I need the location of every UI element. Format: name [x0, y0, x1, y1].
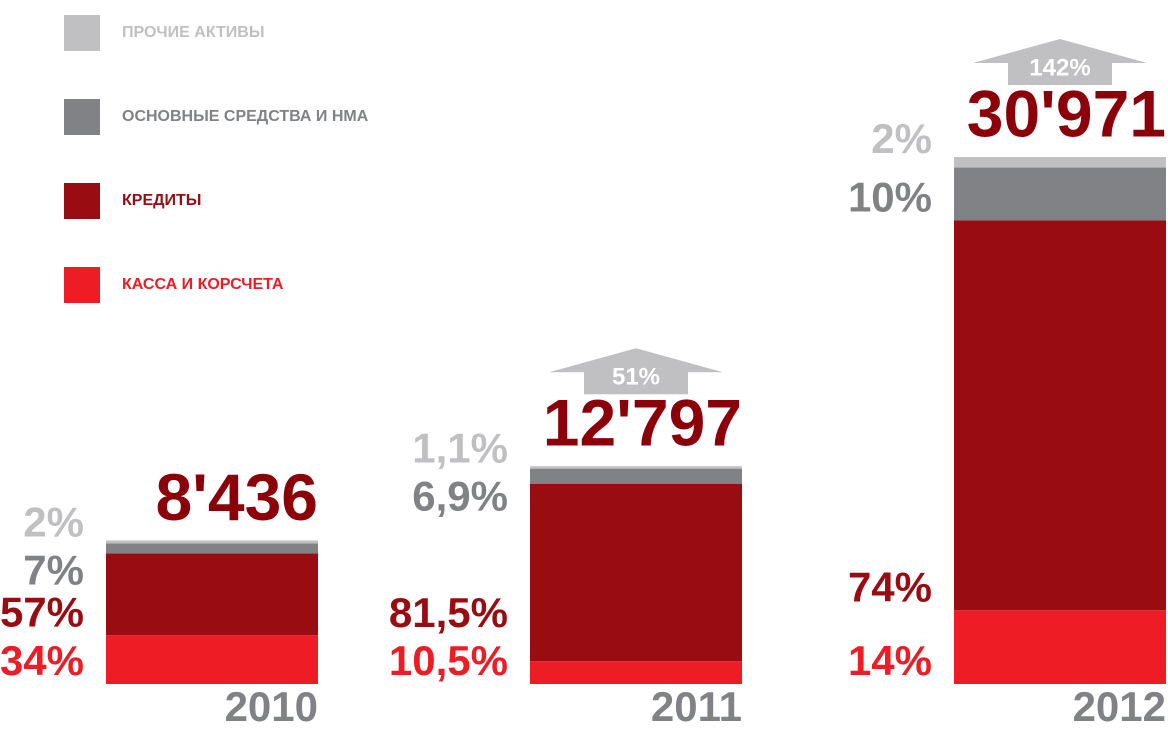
- value-label: 10,5%: [389, 637, 508, 684]
- value-label: 81,5%: [389, 589, 508, 636]
- value-label: 2%: [871, 115, 932, 162]
- bar-segment: [106, 540, 318, 544]
- bar-segment: [106, 635, 318, 684]
- value-label: 74%: [848, 563, 932, 610]
- growth-label: 51%: [612, 364, 660, 391]
- bar-segment: [530, 483, 742, 662]
- legend-swatch: [64, 183, 100, 219]
- value-label: 2%: [23, 499, 84, 546]
- bar-segment: [954, 220, 1166, 611]
- value-label: 1,1%: [412, 424, 508, 471]
- bar-segment: [954, 610, 1166, 684]
- bar-segment: [954, 167, 1166, 221]
- bar-segment: [530, 466, 742, 469]
- x-tick-label: 2011: [651, 683, 742, 730]
- bar-segment: [106, 553, 318, 636]
- value-label: 34%: [0, 637, 84, 684]
- total-label: 8'436: [155, 460, 318, 534]
- total-label: 30'971: [967, 76, 1166, 150]
- value-label: 14%: [848, 637, 932, 684]
- legend-swatch: [64, 267, 100, 303]
- legend-swatch: [64, 15, 100, 51]
- growth-label: 142%: [1029, 54, 1090, 81]
- growth-arrow: [549, 348, 723, 395]
- bar-segment: [954, 157, 1166, 168]
- bar-segment: [106, 543, 318, 554]
- bar-segment: [530, 661, 742, 684]
- value-label: 6,9%: [412, 472, 508, 519]
- legend-label: КРЕДИТЫ: [122, 192, 201, 209]
- x-tick-label: 2010: [225, 683, 318, 730]
- legend-swatch: [64, 99, 100, 135]
- value-label: 57%: [0, 588, 84, 635]
- growth-arrow: [973, 39, 1147, 85]
- total-label: 12'797: [543, 386, 742, 460]
- legend-label: КАССА И КОРСЧЕТА: [122, 276, 284, 293]
- legend-label: ПРОЧИЕ АКТИВЫ: [122, 24, 264, 41]
- value-label: 7%: [23, 547, 84, 594]
- x-tick-label: 2012: [1073, 683, 1166, 730]
- bar-segment: [530, 468, 742, 484]
- value-label: 10%: [848, 173, 932, 220]
- legend-label: ОСНОВНЫЕ СРЕДСТВА И НМА: [122, 108, 369, 125]
